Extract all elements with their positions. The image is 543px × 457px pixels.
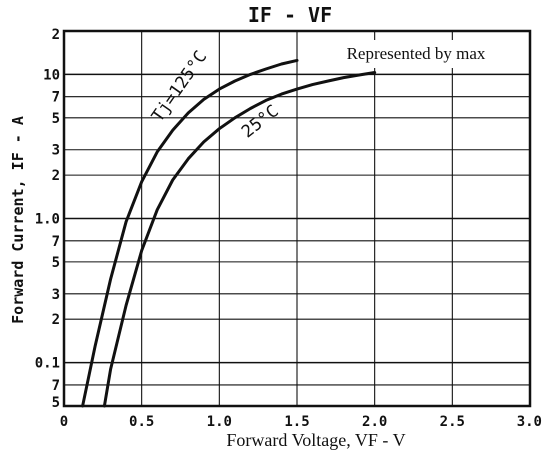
x-tick-label: 0.5 bbox=[129, 414, 154, 430]
x-axis-label: Forward Voltage, VF - V bbox=[226, 430, 405, 450]
plot-frame bbox=[62, 29, 532, 408]
y-tick-label: 5 bbox=[52, 255, 60, 271]
note-background bbox=[313, 40, 521, 68]
x-tick-label: 1.5 bbox=[284, 414, 309, 430]
series-lines bbox=[81, 58, 377, 408]
series-line-0 bbox=[81, 58, 299, 408]
x-tick-labels: 0 0.5 1.0 1.5 2.0 2.5 3.0 bbox=[60, 414, 542, 430]
y-tick-label: 3 bbox=[52, 143, 60, 159]
x-tick-label: 1.0 bbox=[207, 414, 232, 430]
y-tick-label: 2 bbox=[52, 312, 60, 328]
y-tick-label: 7 bbox=[52, 378, 60, 394]
y-axis-label: Forward Current, IF - A bbox=[9, 116, 27, 324]
y-tick-label: 5 bbox=[52, 111, 60, 127]
chart-title: IF - VF bbox=[248, 3, 332, 27]
x-tick-label: 3.0 bbox=[517, 414, 542, 430]
y-tick-label: 0.1 bbox=[35, 356, 60, 372]
series-label-125c: Tj=125°C bbox=[148, 47, 211, 126]
series-line-1 bbox=[102, 71, 377, 408]
y-tick-label: 2 bbox=[52, 168, 60, 184]
x-tick-label: 2.5 bbox=[440, 414, 465, 430]
y-tick-label: 2 bbox=[52, 27, 60, 43]
x-tick-label: 2.0 bbox=[362, 414, 387, 430]
y-tick-label: 10 bbox=[43, 67, 60, 83]
y-tick-label: 5 bbox=[52, 395, 60, 411]
series-label-25c: 25°C bbox=[238, 101, 283, 142]
y-tick-label: 7 bbox=[52, 90, 60, 106]
grid bbox=[64, 30, 530, 407]
max-note: Represented by max bbox=[347, 44, 486, 63]
y-tick-label: 1.0 bbox=[35, 212, 60, 228]
y-tick-label: 3 bbox=[52, 287, 60, 303]
x-tick-label: 0 bbox=[60, 414, 68, 430]
y-tick-label: 7 bbox=[52, 234, 60, 250]
